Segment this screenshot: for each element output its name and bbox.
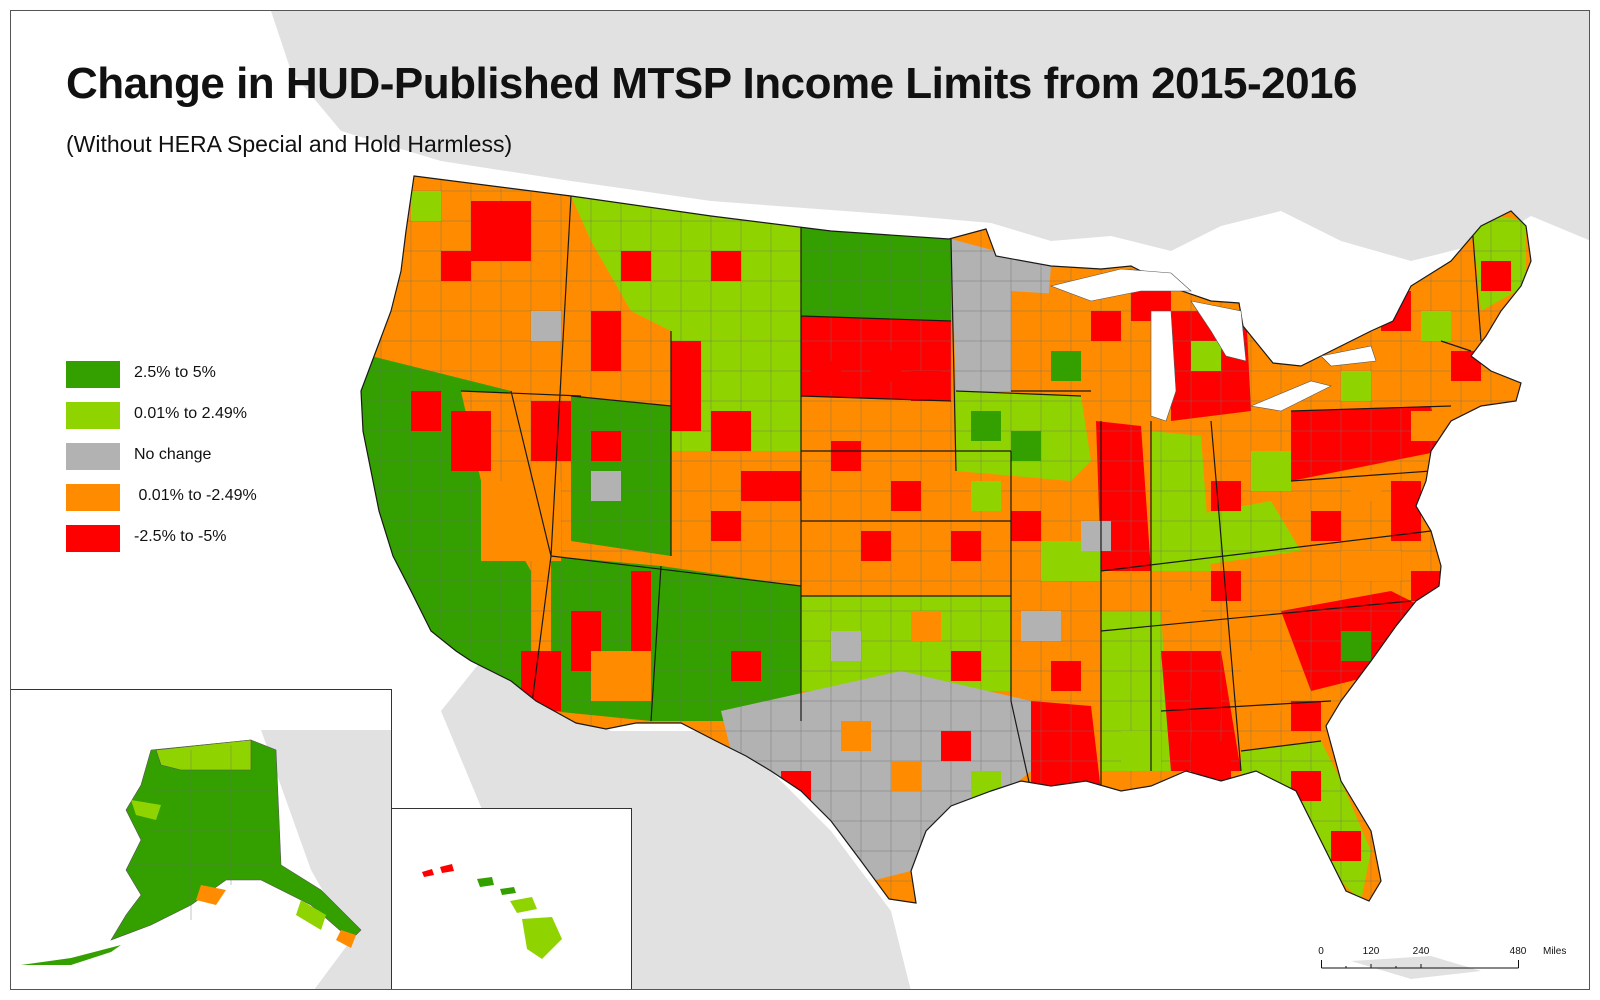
legend-swatch-gray — [66, 443, 120, 470]
legend-label: -2.5% to -5% — [134, 528, 227, 545]
scale-bar: 0 120 240 480 Miles — [1318, 946, 1581, 976]
scale-unit-label: Miles — [1543, 946, 1567, 957]
legend-label: 0.01% to -2.49% — [134, 487, 257, 504]
map-title: Change in HUD-Published MTSP Income Limi… — [66, 59, 1357, 108]
canada-landmass — [271, 11, 1589, 261]
legend-swatch-green — [66, 361, 120, 388]
us-county-choropleth — [361, 176, 1531, 903]
legend-swatch-orange — [66, 484, 120, 511]
map-subtitle: (Without HERA Special and Hold Harmless) — [66, 131, 513, 157]
alaska-map — [11, 690, 391, 989]
hawaii-map — [392, 809, 631, 989]
scale-tick-label: 120 — [1362, 946, 1380, 957]
scale-tick-label: 240 — [1412, 946, 1430, 957]
legend-label: 2.5% to 5% — [134, 364, 216, 381]
hawaii-inset — [391, 808, 632, 989]
legend-swatch-red — [66, 525, 120, 552]
legend-swatch-light-green — [66, 402, 120, 429]
great-lakes — [1049, 268, 1377, 422]
scale-tick-label: 0 — [1318, 946, 1324, 957]
legend-label: 0.01% to 2.49% — [134, 405, 247, 422]
alaska-inset — [11, 689, 392, 989]
scale-bar-line — [1321, 960, 1519, 969]
scale-tick-label: 480 — [1509, 946, 1527, 957]
map-frame: Change in HUD-Published MTSP Income Limi… — [10, 10, 1590, 990]
legend-label: No change — [134, 446, 212, 463]
